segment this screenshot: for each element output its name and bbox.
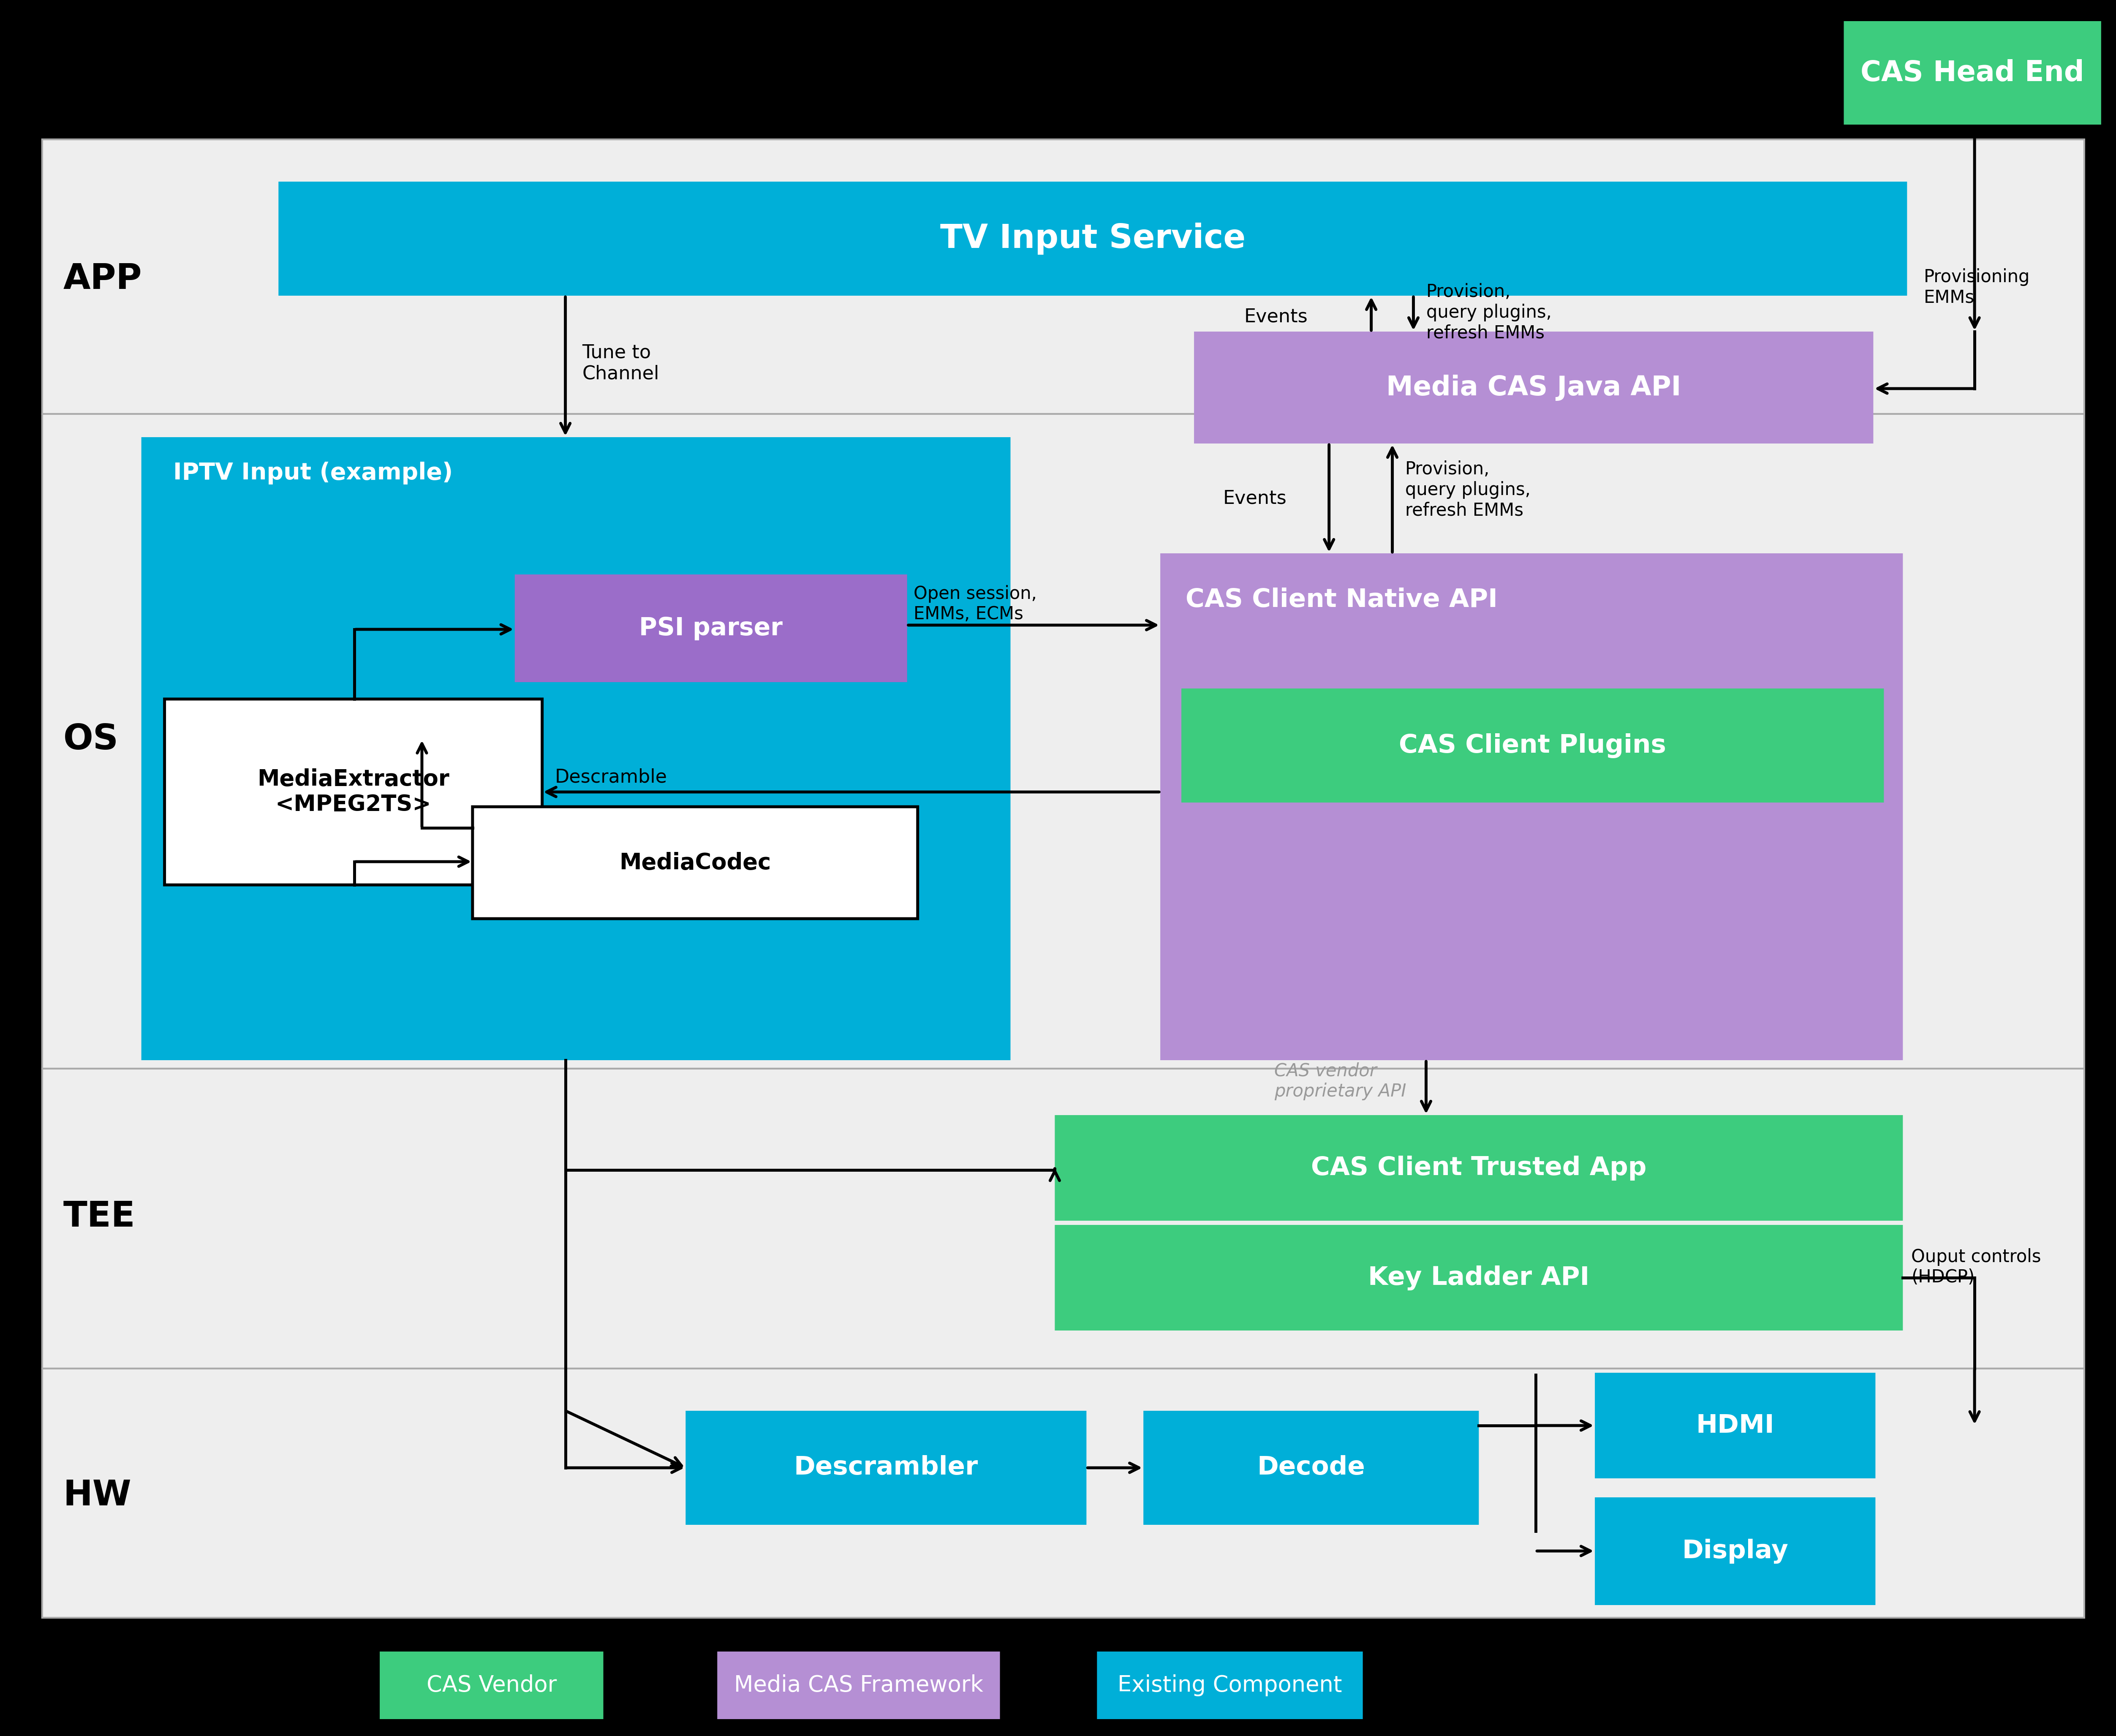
FancyBboxPatch shape — [1181, 689, 1883, 802]
FancyBboxPatch shape — [42, 139, 2084, 413]
Text: IPTV Input (example): IPTV Input (example) — [174, 462, 453, 484]
Text: CAS vendor
proprietary API: CAS vendor proprietary API — [1274, 1062, 1407, 1101]
Text: MediaExtractor
<MPEG2TS>: MediaExtractor <MPEG2TS> — [258, 769, 449, 816]
Text: TEE: TEE — [63, 1200, 135, 1234]
FancyBboxPatch shape — [142, 437, 1011, 1061]
Text: Provision,
query plugins,
refresh EMMs: Provision, query plugins, refresh EMMs — [1405, 460, 1530, 519]
Text: CAS Client Plugins: CAS Client Plugins — [1399, 733, 1665, 759]
Text: Ouput controls
(HDCP): Ouput controls (HDCP) — [1911, 1248, 2042, 1286]
FancyBboxPatch shape — [42, 1069, 2084, 1368]
FancyBboxPatch shape — [1054, 1226, 1902, 1330]
FancyBboxPatch shape — [279, 182, 1907, 295]
FancyBboxPatch shape — [1096, 1651, 1363, 1719]
Text: CAS Vendor: CAS Vendor — [427, 1674, 557, 1696]
FancyBboxPatch shape — [42, 139, 2084, 1618]
Text: PSI parser: PSI parser — [639, 616, 783, 641]
Text: Provision,
query plugins,
refresh EMMs: Provision, query plugins, refresh EMMs — [1426, 283, 1551, 342]
FancyBboxPatch shape — [1143, 1411, 1479, 1524]
Text: Descramble: Descramble — [554, 767, 667, 786]
FancyBboxPatch shape — [1193, 332, 1873, 443]
Text: Events: Events — [1223, 490, 1287, 507]
Text: TV Input Service: TV Input Service — [940, 222, 1246, 255]
Text: Media CAS Java API: Media CAS Java API — [1386, 375, 1680, 401]
Text: CAS Client Native API: CAS Client Native API — [1185, 587, 1498, 613]
Text: Provisioning
EMMs: Provisioning EMMs — [1923, 267, 2029, 306]
Text: CAS Head End: CAS Head End — [1860, 59, 2084, 87]
FancyBboxPatch shape — [1160, 554, 1902, 1061]
FancyBboxPatch shape — [472, 807, 918, 918]
Text: MediaCodec: MediaCodec — [620, 852, 770, 873]
Text: HDMI: HDMI — [1695, 1413, 1775, 1437]
FancyBboxPatch shape — [1843, 21, 2101, 125]
Text: Events: Events — [1244, 307, 1308, 326]
Text: CAS Client Trusted App: CAS Client Trusted App — [1312, 1156, 1646, 1180]
FancyBboxPatch shape — [42, 413, 2084, 1069]
FancyBboxPatch shape — [42, 1368, 2084, 1618]
Text: Descrambler: Descrambler — [794, 1455, 978, 1481]
Text: Tune to
Channel: Tune to Channel — [582, 344, 660, 384]
FancyBboxPatch shape — [717, 1651, 1001, 1719]
FancyBboxPatch shape — [1595, 1373, 1875, 1479]
FancyBboxPatch shape — [165, 700, 542, 885]
Text: Key Ladder API: Key Ladder API — [1369, 1266, 1589, 1290]
FancyBboxPatch shape — [514, 575, 908, 682]
Text: Open session,
EMMs, ECMs: Open session, EMMs, ECMs — [914, 585, 1037, 623]
FancyBboxPatch shape — [686, 1411, 1086, 1524]
Text: HW: HW — [63, 1477, 131, 1512]
Text: Existing Component: Existing Component — [1117, 1674, 1342, 1696]
Text: APP: APP — [63, 262, 142, 295]
FancyBboxPatch shape — [1595, 1498, 1875, 1606]
Text: OS: OS — [63, 722, 118, 757]
Text: Display: Display — [1682, 1538, 1788, 1564]
Text: Decode: Decode — [1257, 1455, 1365, 1481]
FancyBboxPatch shape — [379, 1651, 603, 1719]
FancyBboxPatch shape — [1054, 1115, 1902, 1220]
Text: Media CAS Framework: Media CAS Framework — [734, 1674, 984, 1696]
